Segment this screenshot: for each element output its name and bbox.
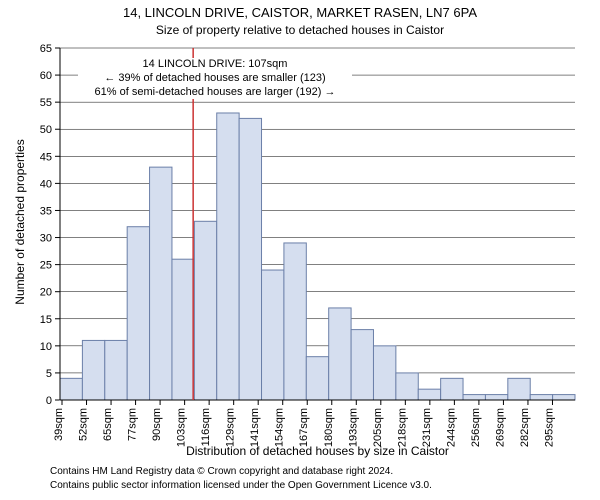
svg-text:295sqm: 295sqm — [543, 408, 555, 447]
svg-text:35: 35 — [40, 205, 52, 217]
info-line-3: 61% of semi-detached houses are larger (… — [78, 86, 352, 100]
svg-text:50: 50 — [40, 124, 52, 136]
svg-text:52sqm: 52sqm — [78, 408, 90, 441]
svg-text:154sqm: 154sqm — [274, 408, 286, 447]
x-axis-label: Distribution of detached houses by size … — [60, 444, 575, 458]
svg-text:282sqm: 282sqm — [519, 408, 531, 447]
svg-text:129sqm: 129sqm — [225, 408, 237, 447]
svg-text:180sqm: 180sqm — [323, 408, 335, 447]
svg-text:103sqm: 103sqm — [176, 408, 188, 447]
svg-text:90sqm: 90sqm — [151, 408, 163, 441]
svg-text:20: 20 — [40, 287, 52, 299]
svg-text:167sqm: 167sqm — [298, 408, 310, 447]
svg-text:269sqm: 269sqm — [494, 408, 506, 447]
svg-text:15: 15 — [40, 314, 52, 326]
svg-text:60: 60 — [40, 70, 52, 82]
svg-text:45: 45 — [40, 151, 52, 163]
info-line-1: 14 LINCOLN DRIVE: 107sqm — [78, 58, 352, 72]
svg-text:244sqm: 244sqm — [445, 408, 457, 447]
svg-text:5: 5 — [46, 368, 52, 380]
svg-text:205sqm: 205sqm — [372, 408, 384, 447]
svg-text:256sqm: 256sqm — [470, 408, 482, 447]
svg-text:77sqm: 77sqm — [127, 408, 139, 441]
footer-line-1: Contains HM Land Registry data © Crown c… — [50, 466, 393, 477]
svg-text:55: 55 — [40, 97, 52, 109]
svg-text:231sqm: 231sqm — [421, 408, 433, 447]
svg-text:218sqm: 218sqm — [396, 408, 408, 447]
svg-text:40: 40 — [40, 178, 52, 190]
svg-text:39sqm: 39sqm — [53, 408, 65, 441]
svg-text:30: 30 — [40, 233, 52, 245]
svg-text:116sqm: 116sqm — [200, 408, 212, 446]
info-line-2: ← 39% of detached houses are smaller (12… — [78, 72, 352, 86]
marker-info-box: 14 LINCOLN DRIVE: 107sqm ← 39% of detach… — [78, 58, 352, 99]
svg-text:0: 0 — [46, 395, 52, 407]
svg-text:193sqm: 193sqm — [347, 408, 359, 447]
svg-text:65: 65 — [40, 43, 52, 55]
svg-text:10: 10 — [40, 341, 52, 353]
svg-text:141sqm: 141sqm — [249, 408, 261, 447]
svg-text:25: 25 — [40, 260, 52, 272]
footer-line-2: Contains public sector information licen… — [50, 480, 432, 491]
svg-text:65sqm: 65sqm — [102, 408, 114, 441]
